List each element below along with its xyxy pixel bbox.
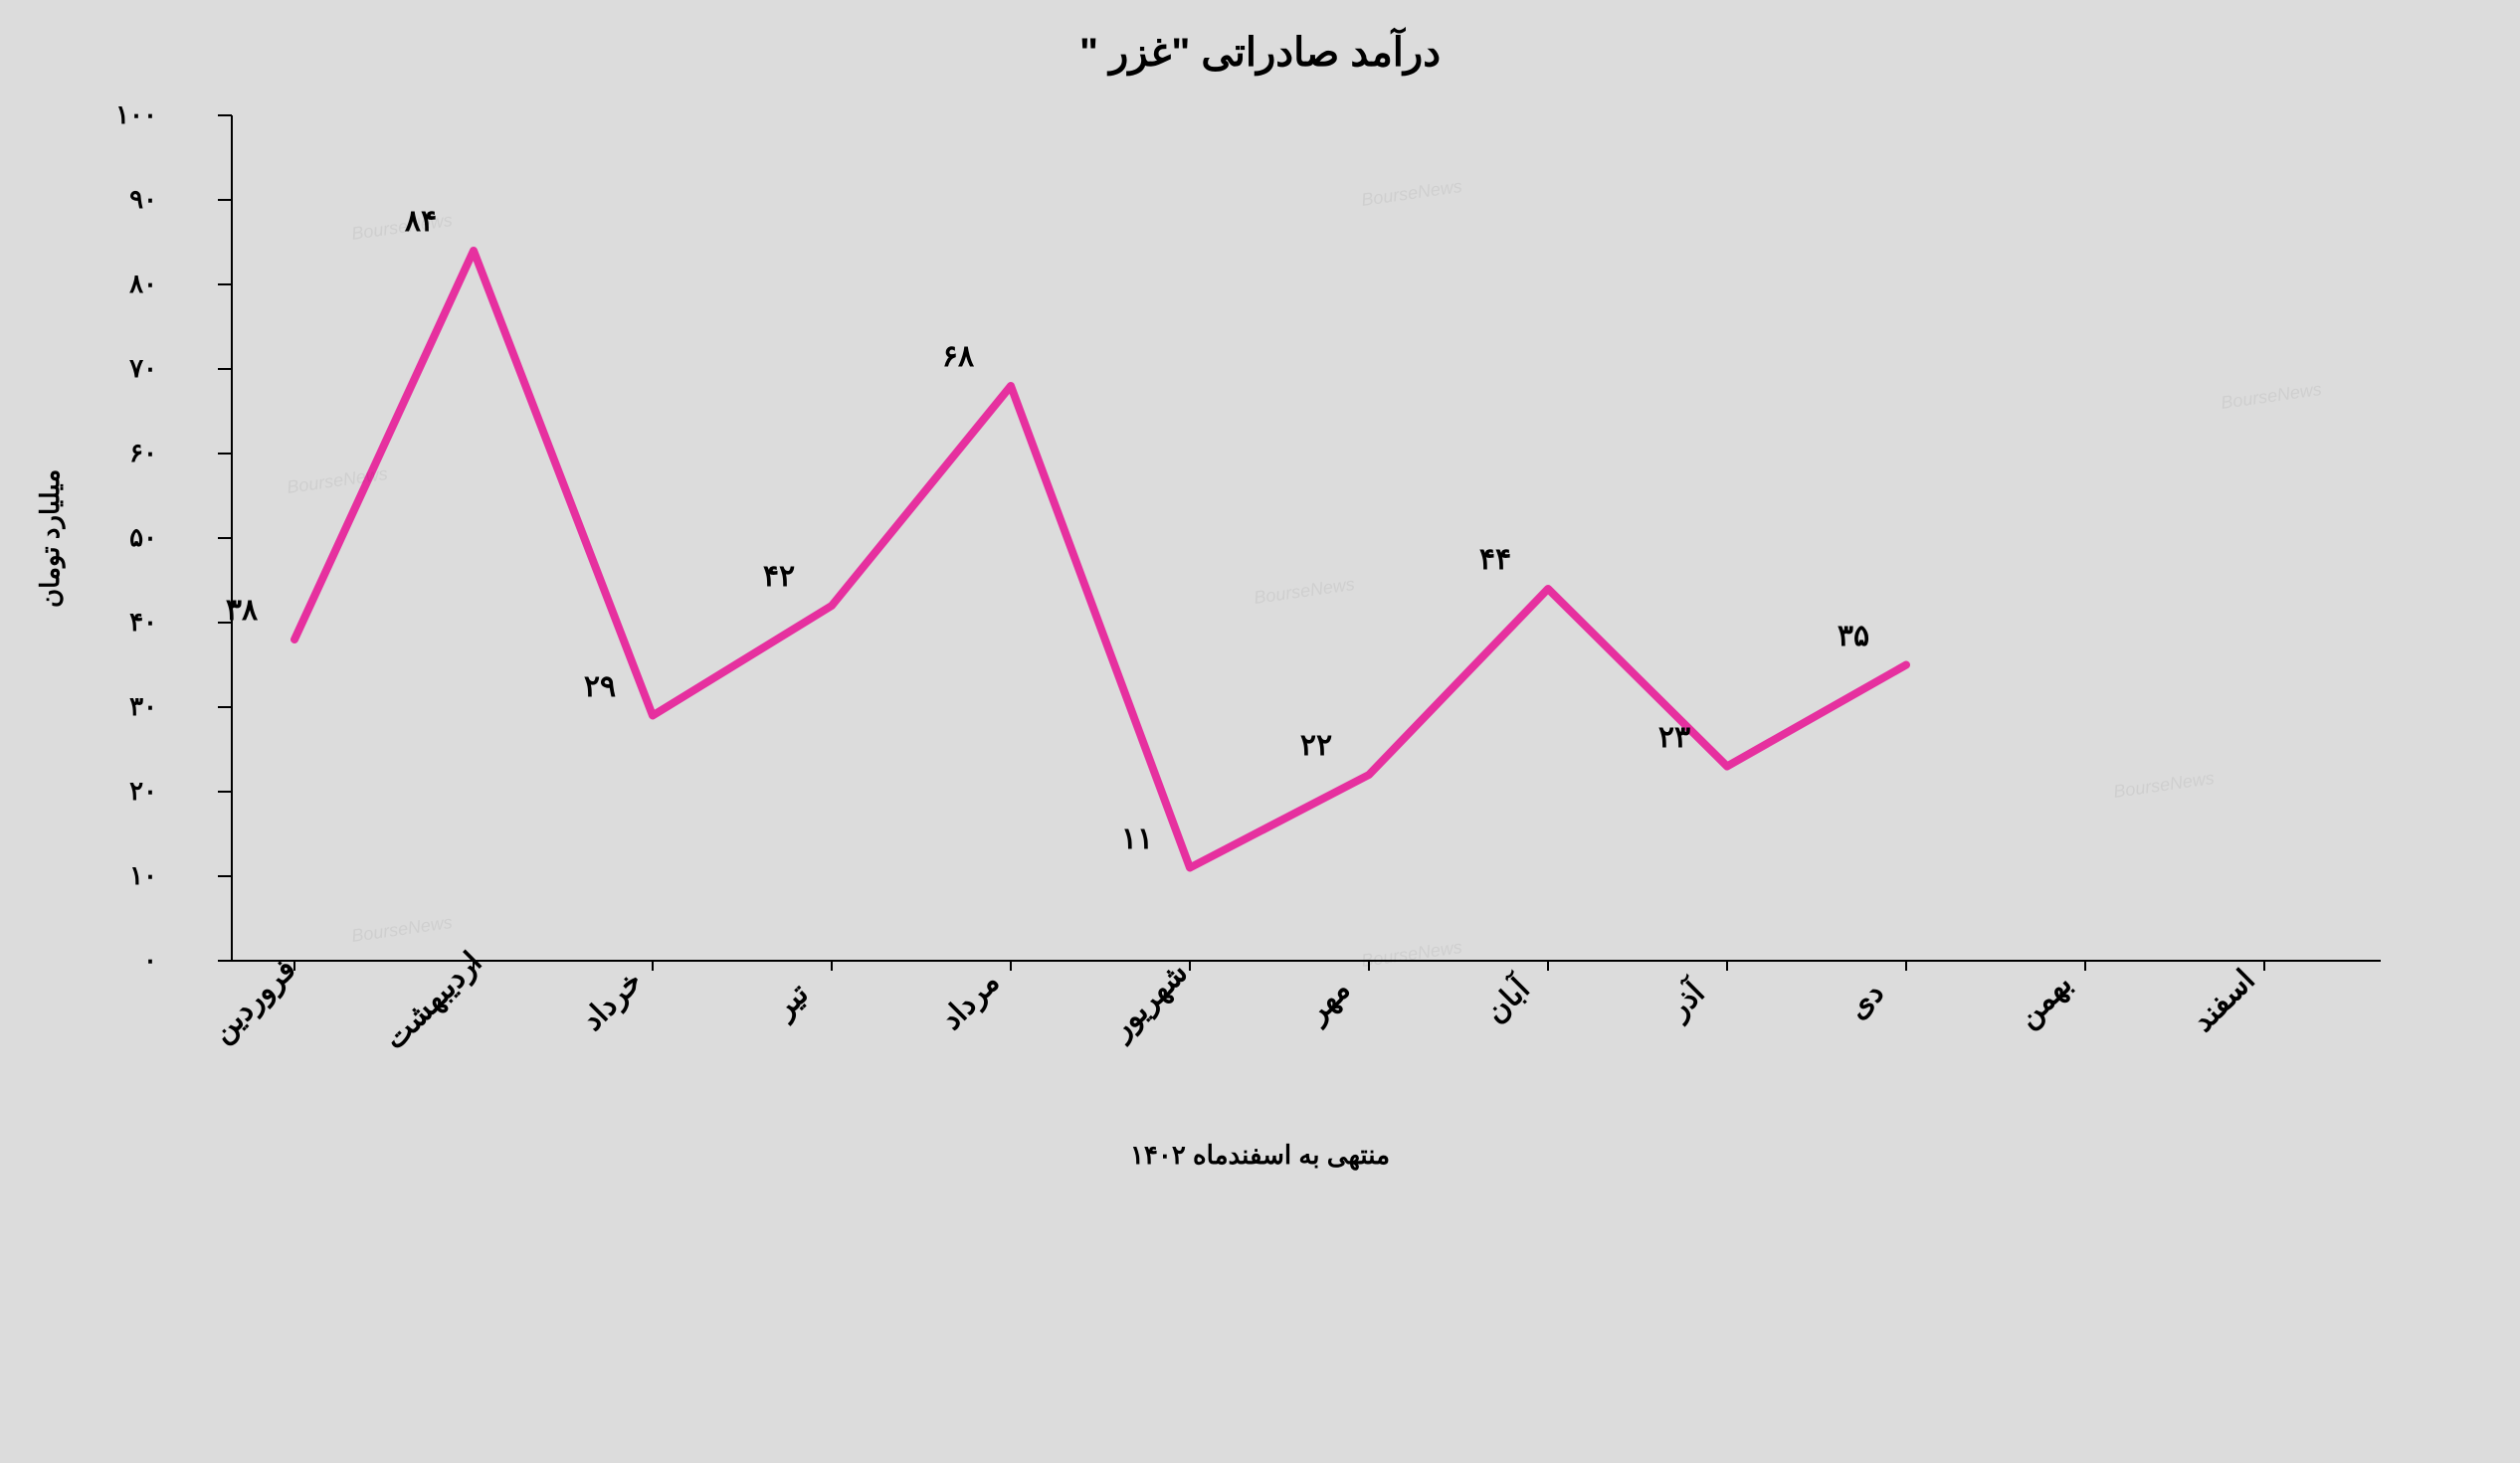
x-tick-label: دی [1841, 976, 1891, 1026]
y-tick-label: ۰ [143, 945, 157, 976]
x-tick-label: اسفند [2186, 963, 2262, 1039]
y-tick-label: ۷۰ [129, 353, 157, 384]
x-tick-label: مرداد [934, 965, 1007, 1037]
y-tick-label: ۵۰ [129, 522, 157, 553]
y-tick-label: ۸۰ [129, 269, 157, 299]
y-tick-label: ۱۰ [129, 860, 157, 891]
x-tick-label: تیر [767, 977, 816, 1025]
y-tick-label: ۹۰ [129, 184, 157, 215]
line-chart-svg [172, 105, 2401, 971]
x-axis-label: منتهی به اسفندماه ۱۴۰۲ [0, 1140, 2520, 1171]
y-tick-label: ۳۰ [129, 691, 157, 722]
plot-area: ۰۱۰۲۰۳۰۴۰۵۰۶۰۷۰۸۰۹۰۱۰۰۳۸۸۴۲۹۴۲۶۸۱۱۲۲۴۴۲۳… [119, 105, 2401, 971]
chart-container: درآمد صادراتی "غزر " میلیارد تومان ۰ ۱۰ ۲۰… [0, 0, 2520, 1463]
y-tick-label: ۱۰۰ [115, 99, 157, 130]
y-tick-label: ۶۰ [129, 438, 157, 468]
x-tick-label: بهمن [2011, 967, 2079, 1035]
y-tick-label: ۲۰ [129, 776, 157, 807]
data-line [294, 251, 1906, 868]
chart-title: درآمد صادراتی "غزر " [0, 0, 2520, 76]
x-tick-label: خرداد [575, 964, 649, 1037]
x-tick-label: آذر [1661, 976, 1711, 1025]
y-axis-label: میلیارد تومان [35, 369, 66, 707]
x-tick-label: آبان [1478, 972, 1537, 1030]
x-tick-label: مهر [1300, 973, 1358, 1030]
y-tick-label: ۴۰ [129, 607, 157, 638]
